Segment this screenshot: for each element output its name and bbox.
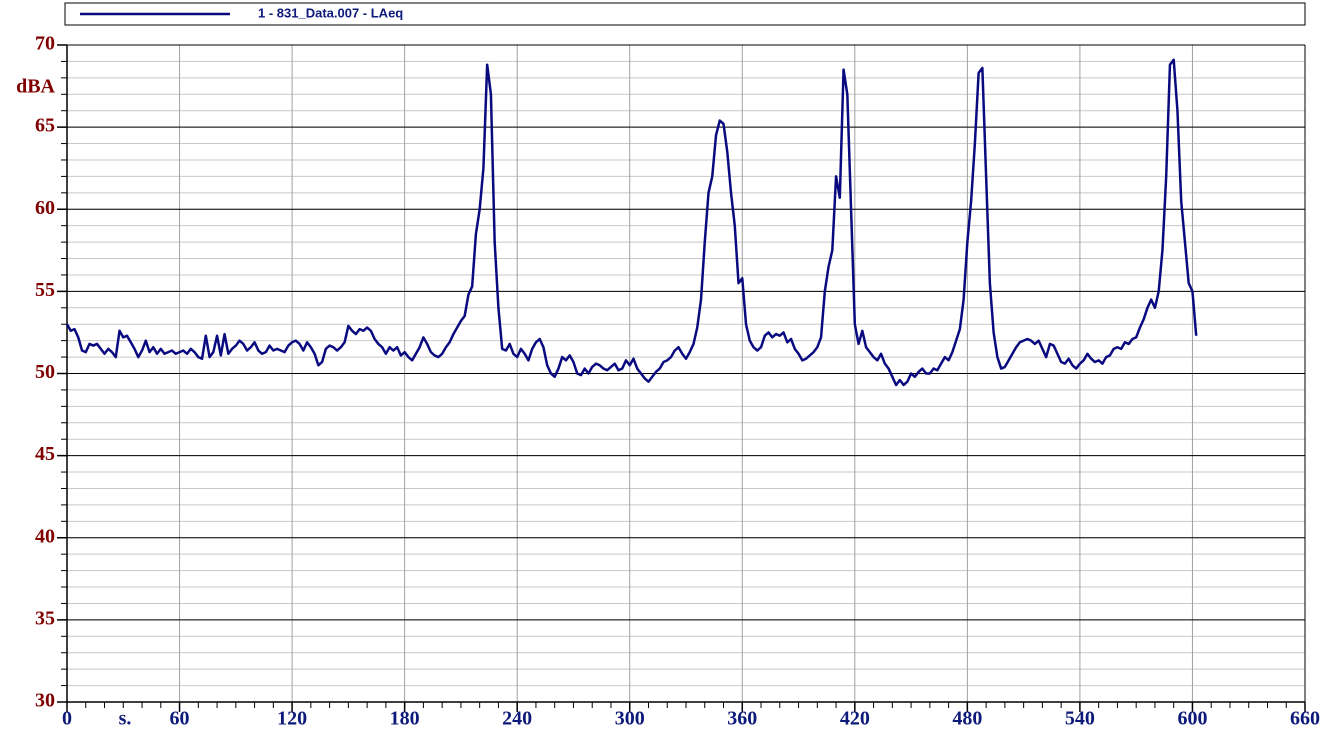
legend-label: 1 - 831_Data.007 - LAeq <box>258 5 403 20</box>
y-tick-label: 50 <box>35 361 55 383</box>
x-tick-label: 300 <box>615 708 645 730</box>
x-tick-label: 420 <box>840 708 870 730</box>
x-tick-label: 120 <box>277 708 307 730</box>
y-tick-label: 65 <box>35 115 55 137</box>
x-tick-label: 60 <box>170 708 190 730</box>
y-tick-label: 30 <box>35 690 55 712</box>
x-tick-label: 240 <box>502 708 532 730</box>
y-axis-label: dBA <box>16 76 55 98</box>
x-tick-label: 600 <box>1177 708 1207 730</box>
y-tick-label: 55 <box>35 279 55 301</box>
x-tick-label: 360 <box>727 708 757 730</box>
y-tick-label: 35 <box>35 607 55 629</box>
y-tick-label: 70 <box>35 33 55 55</box>
x-tick-label: 660 <box>1290 708 1320 730</box>
x-tick-label: 540 <box>1065 708 1095 730</box>
y-tick-label: 40 <box>35 525 55 547</box>
legend-box <box>64 2 1306 26</box>
x-tick-label: 0 <box>62 708 72 730</box>
y-tick-label: 45 <box>35 443 55 465</box>
data-line <box>65 58 1198 387</box>
x-tick-label: 180 <box>390 708 420 730</box>
x-tick-label: 480 <box>952 708 982 730</box>
y-tick-label: 60 <box>35 197 55 219</box>
x-axis-label: s. <box>119 708 132 730</box>
